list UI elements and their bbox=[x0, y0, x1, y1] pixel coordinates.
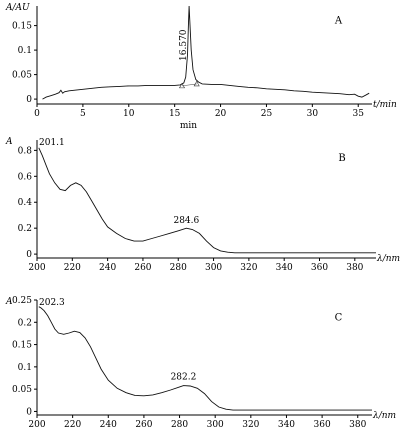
peak-retention-time-label: 16.570 bbox=[179, 29, 189, 61]
baseline-marker-icon bbox=[193, 80, 200, 87]
x-tick-label: 0 bbox=[34, 109, 40, 119]
y-tick-label: 0.25 bbox=[12, 296, 32, 306]
x-tick-label: 340 bbox=[278, 420, 295, 430]
x-tick-label: 240 bbox=[99, 263, 116, 273]
y-tick-label: 0.4 bbox=[18, 198, 33, 208]
x-axis-label: λ/nm bbox=[376, 254, 400, 264]
peak-wavelength-label: 282.2 bbox=[171, 373, 197, 383]
y-axis-label: A bbox=[5, 137, 13, 147]
x-tick-label: 320 bbox=[240, 263, 257, 273]
x-tick-label: 220 bbox=[64, 263, 81, 273]
x-tick-label: 5 bbox=[80, 109, 86, 119]
x-tick-label: 15 bbox=[169, 109, 181, 119]
x-tick-label: 340 bbox=[276, 263, 293, 273]
panel-a: 0 5 10 15 20 25 30 35 0 0.05 0.1 0.15 A/AU t/min min A 1… bbox=[5, 3, 397, 131]
panel-c: 200 220 240 260 280 300 320 340 360 380 0 0.05 0.1 0.… bbox=[5, 296, 396, 430]
y-tick-label: 0.8 bbox=[18, 146, 33, 156]
x-tick-label: 200 bbox=[28, 420, 45, 430]
y-tick-label: 0.15 bbox=[12, 341, 32, 351]
x-axis-label: λ/nm bbox=[372, 411, 396, 421]
y-tick-label: 0.05 bbox=[12, 385, 32, 395]
y-tick-label: 0.1 bbox=[18, 363, 32, 373]
panel-label: A bbox=[334, 16, 343, 27]
x-tick-label: 220 bbox=[64, 420, 81, 430]
peak-baseline bbox=[181, 83, 197, 87]
y-tick-label: 0.2 bbox=[18, 318, 32, 328]
y-tick-label: 0.1 bbox=[18, 46, 32, 56]
y-tick-label: 0 bbox=[26, 407, 32, 417]
x-tick-label: 30 bbox=[307, 109, 319, 119]
x-axis-label: t/min bbox=[373, 100, 397, 110]
y-tick-label: 0.05 bbox=[12, 71, 32, 81]
x-tick-label: 200 bbox=[28, 263, 45, 273]
x-tick-label: 240 bbox=[100, 420, 117, 430]
x-tick-label: 35 bbox=[353, 109, 365, 119]
x-tick-label: 380 bbox=[346, 263, 363, 273]
x-tick-label: 260 bbox=[135, 420, 152, 430]
x-tick-label: 320 bbox=[242, 420, 259, 430]
x-tick-label: 260 bbox=[134, 263, 151, 273]
x-tick-label: 10 bbox=[123, 109, 135, 119]
peak-wavelength-label: 284.6 bbox=[173, 216, 199, 226]
peak-wavelength-label: 201.1 bbox=[39, 138, 65, 148]
x-tick-label: 300 bbox=[207, 420, 224, 430]
x-tick-label: 280 bbox=[171, 420, 188, 430]
y-tick-label: 0.15 bbox=[12, 22, 32, 32]
x-tick-label: 280 bbox=[170, 263, 187, 273]
x-tick-label: 360 bbox=[311, 263, 328, 273]
x-tick-label: 25 bbox=[261, 109, 273, 119]
y-tick-label: 0.6 bbox=[18, 172, 33, 182]
y-axis-label: A/AU bbox=[5, 3, 30, 13]
panel-b: 200 220 240 260 280 300 320 340 360 380 0 0.2 0.4 0.6… bbox=[5, 137, 400, 273]
x-tick-label: 300 bbox=[205, 263, 222, 273]
y-tick-label: 0.2 bbox=[18, 224, 32, 234]
x-tick-label: 380 bbox=[349, 420, 366, 430]
series-line bbox=[38, 147, 376, 254]
panel-label: B bbox=[338, 153, 345, 164]
baseline-marker-icon bbox=[179, 82, 186, 89]
y-tick-label: 0 bbox=[26, 250, 32, 260]
x-axis-secondary-label: min bbox=[180, 121, 197, 131]
y-axis-label: A bbox=[5, 297, 13, 307]
series-line bbox=[38, 306, 372, 411]
x-tick-label: 20 bbox=[215, 109, 227, 119]
series-line bbox=[42, 5, 370, 100]
peak-wavelength-label: 202.3 bbox=[39, 298, 65, 308]
y-tick-label: 0 bbox=[26, 95, 32, 105]
panel-label: C bbox=[335, 313, 343, 324]
x-tick-label: 360 bbox=[314, 420, 331, 430]
